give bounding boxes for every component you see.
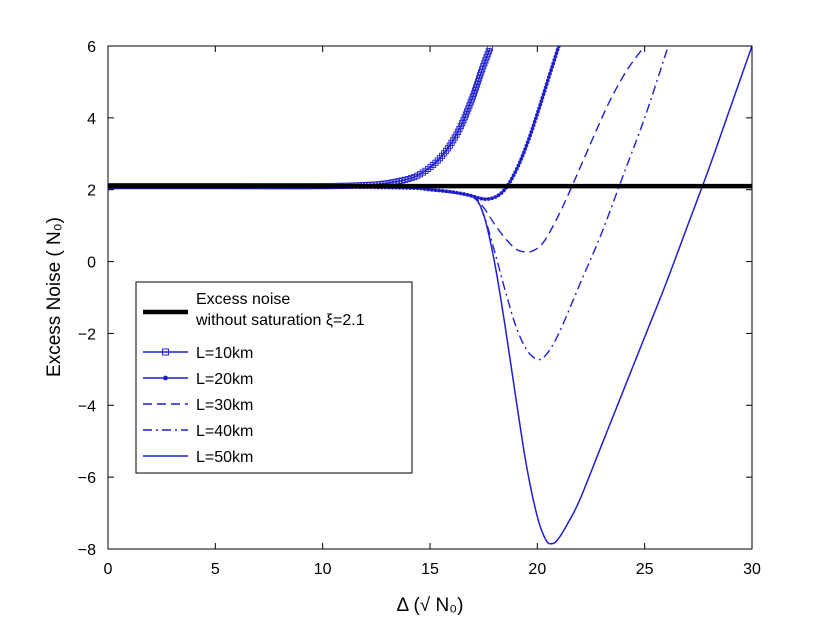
series-lines <box>108 46 752 545</box>
marker-dot <box>519 157 524 161</box>
marker-dot <box>552 58 557 62</box>
marker-dot <box>516 163 521 168</box>
marker-dot <box>486 197 491 201</box>
x-axis-label: Δ (√ N₀) <box>397 595 464 616</box>
marker-dot <box>502 188 506 193</box>
marker-dot <box>499 191 504 195</box>
marker-dot <box>553 54 558 59</box>
marker-dot <box>493 195 498 199</box>
marker-dot <box>508 179 513 184</box>
marker-dot <box>548 71 552 76</box>
marker-dot <box>533 116 538 121</box>
marker-dot <box>554 51 559 56</box>
marker-dot <box>546 75 551 80</box>
marker-dot <box>490 196 494 201</box>
marker-dot <box>528 133 533 138</box>
legend-marker-square <box>162 348 169 356</box>
marker-square <box>405 175 412 183</box>
y-tick-label: −6 <box>78 470 96 487</box>
legend-label: Excess noise <box>196 291 290 308</box>
marker-dot <box>537 106 542 111</box>
y-tick-label: −2 <box>78 326 96 343</box>
marker-dot <box>540 95 545 100</box>
legend-label: without saturation ξ=2.1 <box>195 312 365 329</box>
y-tick-label: 4 <box>87 111 96 128</box>
marker-dot <box>551 61 556 66</box>
marker-dot <box>541 92 546 97</box>
marker-dot <box>532 119 537 124</box>
legend-label: L=10km <box>196 345 253 362</box>
marker-dot <box>525 140 530 145</box>
marker-dot <box>535 113 539 117</box>
marker-dot <box>524 143 529 148</box>
legend-label: L=50km <box>196 449 253 466</box>
marker-dot <box>549 68 553 73</box>
marker-dot <box>555 47 560 52</box>
marker-dot <box>522 150 526 155</box>
marker-dot <box>531 123 536 128</box>
x-tick-label: 30 <box>743 561 761 578</box>
marker-dot <box>550 65 555 69</box>
marker-dot <box>511 173 516 178</box>
x-tick-label: 25 <box>636 561 654 578</box>
marker-square <box>398 177 406 184</box>
marker-square <box>402 176 409 183</box>
legend-label: L=30km <box>196 397 253 414</box>
axis-ticks: 0 5 10 15 20 25 30 −8 −6 −4 −2 0 2 4 6 <box>78 39 761 578</box>
marker-dot <box>545 78 550 83</box>
marker-dot <box>514 166 519 171</box>
marker-dot <box>538 102 543 107</box>
marker-dot <box>527 136 531 141</box>
x-tick-label: 5 <box>211 561 220 578</box>
series-line-5 <box>108 46 752 545</box>
marker-dot <box>509 176 514 181</box>
legend-label: L=20km <box>196 371 253 388</box>
y-tick-label: 2 <box>87 183 96 200</box>
marker-dot <box>520 153 525 158</box>
x-tick-label: 10 <box>314 561 332 578</box>
legend: Excess noise without saturation ξ=2.1 L=10… <box>135 281 413 474</box>
marker-dot <box>496 193 501 198</box>
marker-dot <box>543 85 548 90</box>
y-tick-label: −4 <box>78 398 96 415</box>
marker-dot <box>530 126 535 131</box>
marker-dot <box>523 147 528 151</box>
marker-dot <box>483 197 487 202</box>
marker-dot <box>536 109 540 114</box>
marker-square <box>395 178 402 185</box>
marker-dot <box>513 170 518 175</box>
marker-square <box>486 46 493 52</box>
y-axis-label: Excess Noise ( N₀) <box>44 217 65 377</box>
legend-label: L=40km <box>196 423 253 440</box>
marker-dot <box>544 82 549 86</box>
legend-marker-dot <box>163 375 168 381</box>
marker-dot <box>517 160 522 165</box>
marker-dot <box>542 89 547 93</box>
marker-dot <box>529 130 534 134</box>
y-tick-label: 6 <box>87 39 96 56</box>
y-tick-label: −8 <box>78 542 96 559</box>
x-tick-label: 15 <box>421 561 439 578</box>
marker-dot <box>539 99 544 104</box>
marker-dot <box>479 196 484 201</box>
x-tick-label: 20 <box>528 561 546 578</box>
x-tick-label: 0 <box>104 561 113 578</box>
marker-dot <box>556 46 561 49</box>
y-tick-label: 0 <box>87 255 96 272</box>
